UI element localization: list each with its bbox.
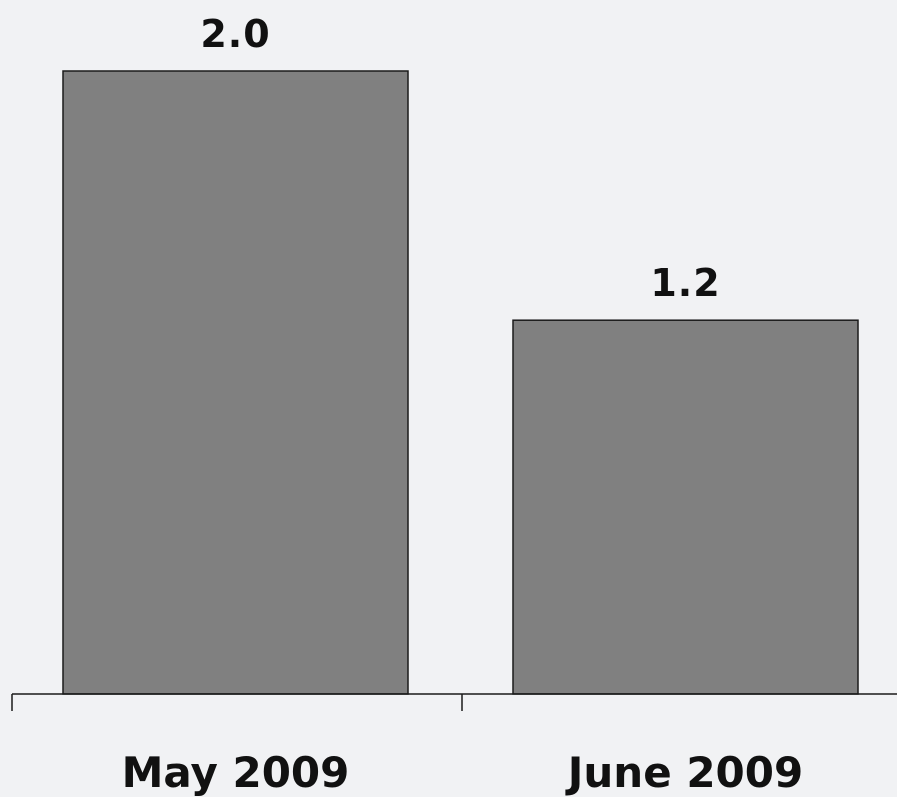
bars-group: [62, 70, 859, 695]
category-label-0: May 2009: [122, 748, 350, 797]
bar-0: [62, 70, 409, 695]
value-label-0: 2.0: [200, 12, 270, 56]
bar-1: [512, 319, 859, 695]
value-labels-group: 2.0 1.2: [200, 12, 720, 305]
category-label-1: June 2009: [565, 748, 803, 797]
x-axis-ticks-group: [11, 694, 463, 711]
value-label-1: 1.2: [650, 261, 720, 305]
category-labels-group: May 2009 June 2009: [122, 748, 804, 797]
